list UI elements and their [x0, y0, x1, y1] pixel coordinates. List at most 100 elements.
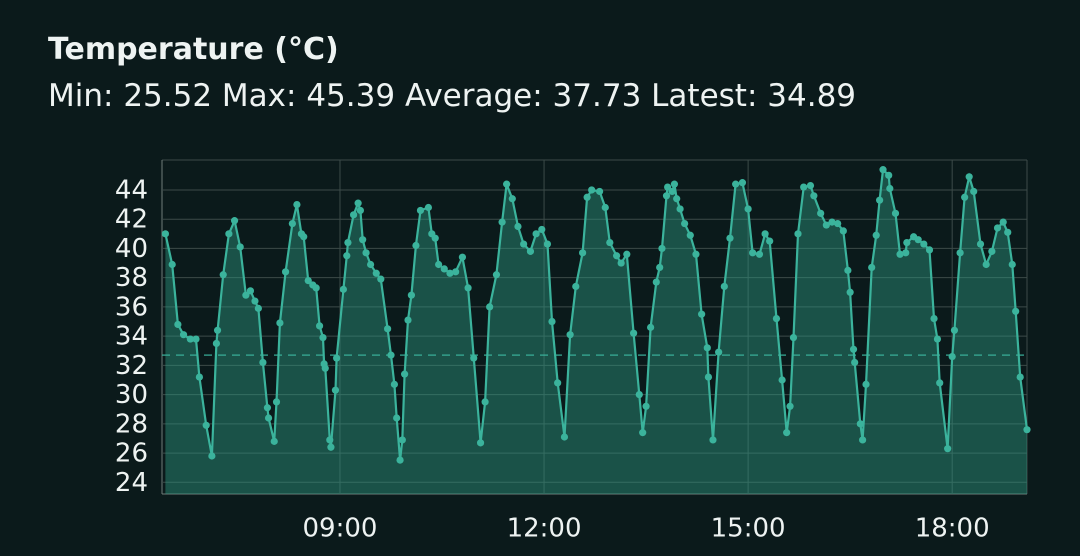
point [362, 249, 370, 257]
point [766, 237, 774, 245]
point [532, 230, 540, 238]
point [738, 179, 747, 187]
point [617, 259, 625, 267]
point [720, 282, 728, 291]
point [366, 260, 375, 269]
y-tick-label: 28 [115, 409, 148, 439]
point [1023, 426, 1031, 434]
point [658, 244, 666, 253]
y-tick-label: 36 [115, 292, 148, 322]
point [686, 231, 694, 239]
point [862, 380, 870, 388]
point [896, 250, 904, 258]
point [398, 436, 406, 444]
point [578, 249, 587, 257]
point [662, 192, 671, 200]
point [225, 230, 233, 238]
point [817, 209, 825, 217]
point [276, 319, 284, 327]
point [331, 386, 340, 394]
point [202, 421, 210, 429]
point [744, 205, 752, 213]
point [293, 200, 301, 209]
point [676, 205, 684, 213]
y-tick-label: 34 [115, 322, 148, 352]
point [548, 317, 556, 326]
point [783, 429, 791, 437]
point [319, 333, 327, 342]
point [208, 452, 216, 460]
point [698, 310, 706, 318]
point [481, 398, 489, 406]
point [1004, 228, 1012, 236]
point [264, 414, 273, 422]
point [435, 260, 443, 269]
point [944, 445, 952, 453]
point [281, 268, 290, 276]
y-tick-label: 24 [115, 468, 148, 498]
point [230, 217, 239, 225]
point [543, 240, 552, 248]
point [339, 285, 347, 293]
stat-value: 25.52 [123, 78, 213, 114]
point [161, 230, 170, 238]
point [486, 303, 494, 311]
point [965, 173, 973, 181]
point [856, 420, 864, 428]
point [401, 370, 409, 378]
point [514, 222, 522, 231]
x-tick-label: 18:00 [915, 514, 990, 544]
point [344, 238, 352, 247]
point [673, 195, 681, 203]
point [446, 269, 454, 277]
point [464, 284, 472, 292]
point [976, 240, 985, 248]
y-tick-label: 32 [115, 351, 148, 381]
point [692, 250, 700, 258]
point [458, 253, 467, 261]
point [300, 233, 308, 241]
point [452, 268, 460, 276]
point [390, 380, 399, 388]
point [270, 437, 278, 445]
point [554, 379, 562, 387]
point [726, 234, 734, 242]
point [623, 250, 631, 258]
point [168, 260, 176, 269]
point [859, 436, 867, 444]
point [354, 199, 362, 207]
point [416, 206, 425, 215]
point [412, 241, 420, 250]
point [950, 326, 959, 334]
point [970, 187, 978, 196]
point [732, 180, 740, 188]
point [903, 238, 911, 247]
point [642, 402, 650, 410]
point [596, 187, 604, 196]
x-tick-label: 09:00 [303, 514, 378, 544]
stat-label: Min: [48, 78, 114, 114]
point [704, 373, 713, 381]
point [404, 316, 412, 324]
point [195, 373, 204, 381]
point [715, 348, 723, 356]
point [359, 236, 367, 244]
point [583, 193, 591, 201]
x-tick-label: 15:00 [711, 514, 786, 544]
point [849, 345, 858, 353]
point [588, 186, 596, 194]
point [828, 218, 836, 226]
point [186, 335, 194, 343]
stat-value: 34.89 [767, 78, 857, 114]
point [520, 240, 528, 248]
point [332, 354, 341, 362]
point [670, 180, 679, 188]
point [476, 439, 485, 447]
point [668, 187, 676, 196]
point [440, 265, 448, 273]
point [948, 352, 956, 361]
point [407, 291, 416, 299]
stat-label: Average: [404, 78, 543, 114]
point [652, 278, 660, 286]
point [834, 219, 842, 228]
